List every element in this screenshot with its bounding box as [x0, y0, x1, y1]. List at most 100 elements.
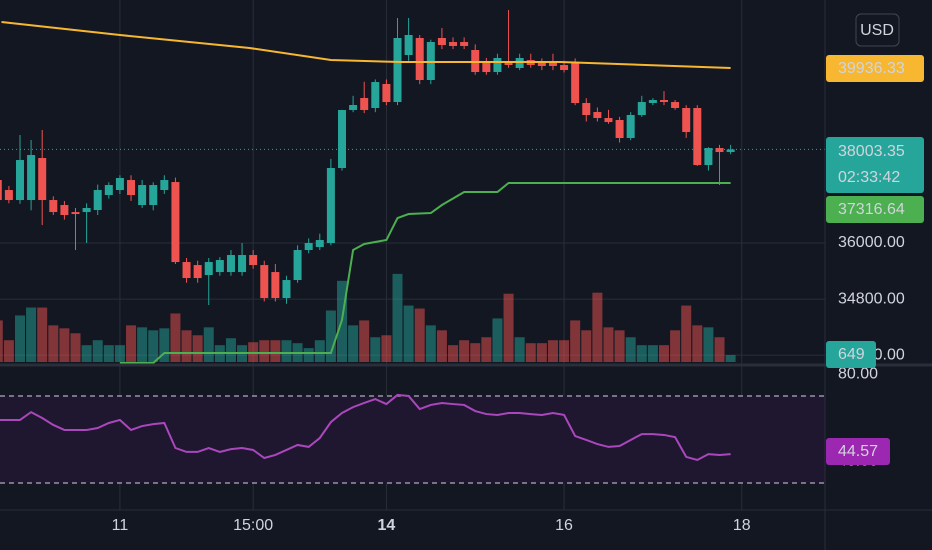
candle-body: [193, 265, 202, 279]
candle-body: [349, 105, 358, 111]
volume-bar: [48, 325, 59, 362]
volume-bar: [436, 330, 447, 362]
volume-bar: [681, 305, 692, 362]
candle-body: [0, 180, 2, 201]
volume-bar: [192, 335, 203, 362]
candle-body: [115, 178, 124, 191]
candle-body: [360, 98, 369, 111]
volume-text: 649: [838, 346, 865, 363]
rsi-line: [0, 393, 731, 462]
candle-body: [304, 243, 313, 251]
candle-body: [260, 265, 269, 299]
candle-body: [282, 280, 291, 299]
trailing-price-badge: [826, 196, 924, 223]
volume-bar: [559, 340, 570, 362]
candle-body: [371, 82, 380, 109]
candle-body: [393, 37, 402, 103]
candle-body: [315, 240, 324, 248]
volume-bar: [26, 307, 37, 362]
volume-bar: [714, 337, 725, 362]
last-price-text: 02:33:42: [838, 169, 900, 186]
y-tick-label: 36000.00: [838, 234, 905, 251]
last-price-badge: [826, 137, 924, 193]
candle-body: [682, 108, 691, 133]
candle-body: [138, 185, 147, 206]
x-tick-label: 18: [733, 517, 751, 534]
volume-bar: [37, 307, 48, 362]
volume-bar: [570, 320, 581, 362]
volume-bar: [547, 340, 558, 362]
candle-body: [60, 205, 69, 216]
ma-price-badge: [826, 55, 924, 82]
candle-body: [49, 200, 58, 213]
candle-body: [149, 185, 158, 206]
candle-body: [271, 272, 280, 299]
volume-bar: [148, 330, 159, 362]
candle-body: [71, 212, 80, 215]
candle-body: [426, 42, 435, 81]
volume-bar: [425, 325, 436, 362]
volume-bar: [0, 320, 3, 362]
volume-bar: [692, 325, 703, 362]
volume-bar: [636, 345, 647, 362]
volume-bar: [159, 328, 170, 362]
candle-body: [182, 262, 191, 279]
volume-bar: [181, 330, 192, 362]
volume-bar: [170, 313, 181, 362]
candle-body: [82, 208, 91, 213]
candle-body: [659, 100, 668, 103]
candle-body: [204, 262, 213, 276]
volume-bar: [114, 345, 125, 362]
volume-bar: [448, 345, 459, 362]
volume-badge: [826, 341, 876, 368]
chart-layer: [0, 0, 825, 510]
candle-body: [460, 42, 469, 46]
volume-bar: [303, 348, 314, 362]
volume-bar: [625, 337, 636, 362]
x-tick-label: 11: [112, 517, 129, 534]
volume-bar: [614, 330, 625, 362]
candle-body: [471, 50, 480, 73]
volume-bar: [59, 328, 70, 362]
candle-body: [93, 190, 102, 211]
volume-bar: [392, 273, 403, 362]
volume-bar: [658, 345, 669, 362]
volume-bar: [525, 343, 536, 362]
moving-average-line: [1, 21, 731, 69]
candle-body: [582, 103, 591, 116]
volume-bar: [137, 327, 148, 362]
trailing-price-text: 37316.64: [838, 201, 905, 218]
rsi-badge: [826, 438, 890, 465]
volume-bar: [259, 340, 270, 362]
candle-body: [571, 62, 580, 104]
candle-body: [604, 118, 613, 123]
currency-button[interactable]: [855, 13, 900, 47]
volume-bar: [703, 327, 714, 362]
candle-body: [226, 255, 235, 273]
currency-button-text[interactable]: USD: [860, 22, 894, 39]
candle-body: [537, 62, 546, 66]
volume-bar: [370, 337, 381, 362]
volume-bar: [126, 325, 137, 362]
candle-body: [704, 148, 713, 166]
last-price-text: 38003.35: [838, 143, 905, 160]
volume-bar: [603, 327, 614, 362]
candle-body: [382, 83, 391, 103]
x-tick-label: 16: [555, 517, 573, 534]
candle-body: [215, 260, 224, 273]
volume-bar: [592, 292, 603, 362]
candle-body: [293, 250, 302, 281]
candle-body: [693, 108, 702, 166]
volume-bar: [70, 333, 81, 362]
volume-bar: [103, 345, 114, 362]
candle-body: [104, 185, 113, 196]
candle-body: [437, 37, 446, 46]
volume-bar: [536, 343, 547, 362]
rsi-tick-label: 80.00: [838, 365, 878, 382]
candle-body: [171, 182, 180, 263]
candle-body: [449, 42, 458, 46]
x-tick-label: 14: [378, 517, 396, 534]
candle-body: [504, 62, 513, 66]
volume-bar: [14, 315, 25, 362]
